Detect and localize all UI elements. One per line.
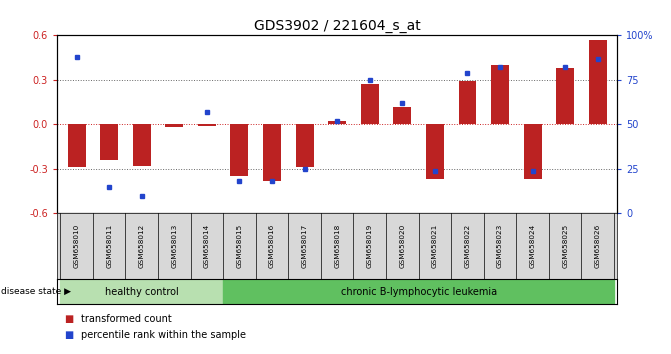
Text: healthy control: healthy control xyxy=(105,287,178,297)
Bar xyxy=(458,81,476,124)
Bar xyxy=(361,84,378,124)
Bar xyxy=(426,124,444,179)
Bar xyxy=(60,279,223,304)
Bar xyxy=(491,65,509,124)
Text: GSM658023: GSM658023 xyxy=(497,224,503,268)
Text: GSM658016: GSM658016 xyxy=(269,224,275,268)
Text: GSM658026: GSM658026 xyxy=(595,224,601,268)
Bar xyxy=(100,124,118,160)
Text: GSM658019: GSM658019 xyxy=(367,224,373,268)
Bar xyxy=(589,40,607,124)
Bar xyxy=(133,124,151,166)
Bar xyxy=(165,124,183,127)
Bar xyxy=(231,124,248,176)
Bar xyxy=(296,124,313,167)
Bar xyxy=(223,279,614,304)
Text: GSM658012: GSM658012 xyxy=(139,224,145,268)
Bar xyxy=(198,124,216,126)
Text: transformed count: transformed count xyxy=(81,314,171,324)
Bar xyxy=(523,124,541,179)
Text: GSM658025: GSM658025 xyxy=(562,224,568,268)
Text: GSM658010: GSM658010 xyxy=(74,224,80,268)
Bar xyxy=(263,124,281,181)
Bar xyxy=(393,107,411,124)
Text: GSM658013: GSM658013 xyxy=(171,224,177,268)
Text: GSM658024: GSM658024 xyxy=(529,224,535,268)
Text: percentile rank within the sample: percentile rank within the sample xyxy=(81,330,246,339)
Bar xyxy=(556,68,574,124)
Text: GSM658018: GSM658018 xyxy=(334,224,340,268)
Bar xyxy=(68,124,85,167)
Text: GSM658014: GSM658014 xyxy=(204,224,210,268)
Text: GSM658021: GSM658021 xyxy=(432,224,438,268)
Text: GSM658020: GSM658020 xyxy=(399,224,405,268)
Text: disease state ▶: disease state ▶ xyxy=(1,287,70,296)
Bar xyxy=(328,121,346,124)
Title: GDS3902 / 221604_s_at: GDS3902 / 221604_s_at xyxy=(254,19,421,33)
Text: ■: ■ xyxy=(64,314,73,324)
Text: GSM658011: GSM658011 xyxy=(106,224,112,268)
Text: GSM658017: GSM658017 xyxy=(301,224,307,268)
Text: ■: ■ xyxy=(64,330,73,339)
Text: GSM658022: GSM658022 xyxy=(464,224,470,268)
Text: chronic B-lymphocytic leukemia: chronic B-lymphocytic leukemia xyxy=(341,287,497,297)
Text: GSM658015: GSM658015 xyxy=(236,224,242,268)
